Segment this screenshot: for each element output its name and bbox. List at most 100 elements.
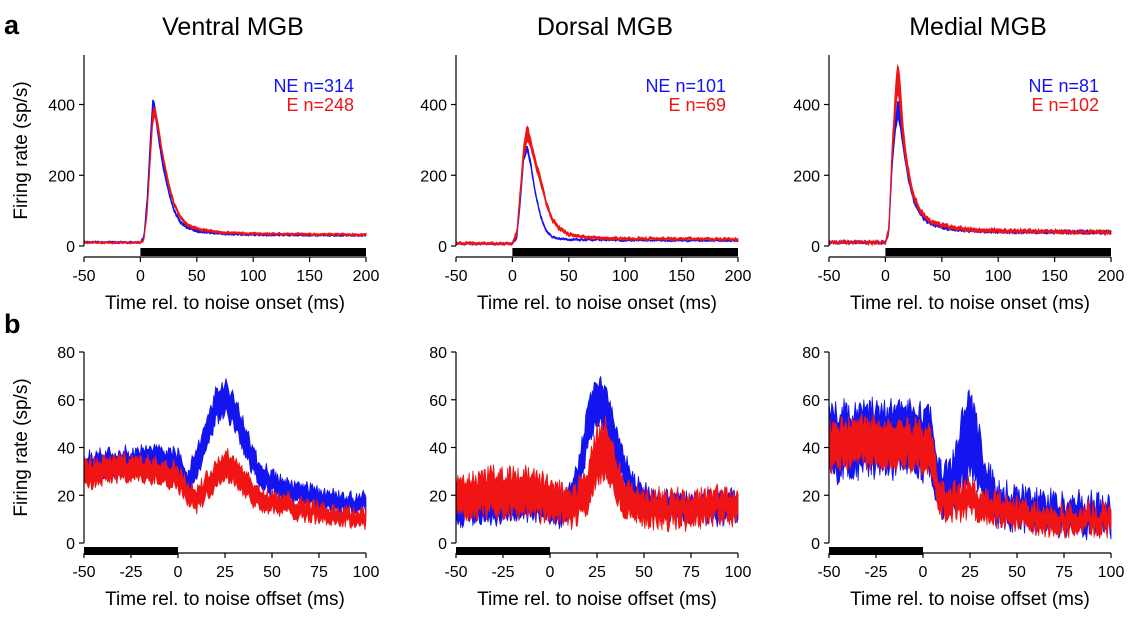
y-tick-label: 400 (420, 98, 447, 115)
panel-label-b: b (4, 309, 21, 339)
x-tick-label: -50 (72, 268, 95, 285)
plot-b-3: 0 20 40 60 80 -50 -25 0 25 50 75 100 Time rel. to no… (802, 345, 1124, 610)
stimulus-bar (885, 248, 1111, 256)
x-tick-label: 50 (635, 564, 653, 581)
y-tick-label: 80 (802, 345, 820, 362)
x-tick-label: 50 (188, 268, 206, 285)
x-tick-label: 50 (933, 268, 951, 285)
x-tick-label: 0 (136, 268, 145, 285)
x-axis-label: Time rel. to noise onset (ms) (105, 293, 345, 314)
x-tick-label: 25 (588, 564, 606, 581)
series-band-E (83, 106, 367, 245)
series-band-E (828, 63, 1112, 247)
series-band-NE (828, 100, 1112, 246)
legend-E: E n=69 (668, 95, 726, 115)
x-axis-label: Time rel. to noise offset (ms) (477, 589, 717, 610)
y-tick-label: 80 (429, 345, 447, 362)
legend-NE: NE n=81 (1028, 76, 1099, 96)
x-axis-label: Time rel. to noise onset (ms) (477, 293, 717, 314)
x-tick-label: 25 (961, 564, 979, 581)
x-tick-label: 100 (612, 268, 639, 285)
legend-NE: NE n=314 (273, 76, 354, 96)
y-tick-label: 60 (429, 393, 447, 410)
x-tick-label: 0 (546, 564, 555, 581)
x-axis-label: Time rel. to noise onset (ms) (850, 293, 1090, 314)
series-band-E (455, 415, 739, 533)
legend-E: E n=248 (286, 95, 354, 115)
y-tick-label: 40 (429, 441, 447, 458)
legend-E: E n=102 (1031, 95, 1099, 115)
y-tick-label: 40 (802, 441, 820, 458)
y-tick-label: 0 (66, 239, 75, 256)
series-band-NE (455, 146, 739, 246)
x-tick-label: 200 (725, 268, 752, 285)
x-tick-label: -50 (817, 564, 840, 581)
x-tick-label: 0 (174, 564, 183, 581)
x-tick-label: 75 (682, 564, 700, 581)
x-tick-label: -50 (444, 564, 467, 581)
x-tick-label: 50 (1008, 564, 1026, 581)
series-band-E (455, 125, 739, 247)
x-tick-label: 100 (353, 564, 380, 581)
y-tick-label: 0 (438, 239, 447, 256)
y-tick-label: 200 (48, 168, 75, 185)
series-band-NE (83, 378, 367, 518)
plot-a-2: Dorsal MGB 0 200 400 -50 0 50 100 150 200 Time rel… (420, 13, 751, 314)
x-axis-label: Time rel. to noise offset (ms) (850, 589, 1090, 610)
y-tick-label: 40 (57, 441, 75, 458)
y-tick-label: 60 (57, 393, 75, 410)
x-tick-label: 150 (668, 268, 695, 285)
x-tick-label: 100 (240, 268, 267, 285)
x-tick-label: 200 (1098, 268, 1125, 285)
x-tick-label: 100 (1098, 564, 1125, 581)
plot-b-1: 0 20 40 60 80 -50 -25 0 25 50 75 100 Time rel. to no… (11, 345, 379, 610)
x-tick-label: 200 (353, 268, 380, 285)
y-tick-label: 400 (793, 98, 820, 115)
x-tick-label: -50 (444, 268, 467, 285)
y-tick-label: 0 (811, 239, 820, 256)
plot-title: Dorsal MGB (537, 13, 673, 41)
x-tick-label: -25 (119, 564, 142, 581)
legend-NE: NE n=101 (645, 76, 726, 96)
x-tick-label: -50 (72, 564, 95, 581)
x-tick-label: 0 (919, 564, 928, 581)
series-band-E (828, 412, 1112, 540)
x-tick-label: 50 (560, 268, 578, 285)
x-tick-label: 150 (296, 268, 323, 285)
series-band-NE (83, 99, 367, 245)
y-axis-label: Firing rate (sp/s) (11, 378, 32, 516)
x-tick-label: -25 (864, 564, 887, 581)
x-tick-label: 25 (216, 564, 234, 581)
plot-a-1: Ventral MGB 0 200 400 -50 0 50 100 150 200 Time re… (11, 13, 379, 314)
y-tick-label: 80 (57, 345, 75, 362)
x-tick-label: 75 (310, 564, 328, 581)
y-axis-label: Firing rate (sp/s) (11, 81, 32, 219)
plot-a-3: Medial MGB 0 200 400 -50 0 50 100 150 200 Time rel… (793, 13, 1124, 314)
x-tick-label: 150 (1041, 268, 1068, 285)
y-tick-label: 200 (793, 168, 820, 185)
y-tick-label: 60 (802, 393, 820, 410)
plot-title: Medial MGB (909, 13, 1047, 41)
y-tick-label: 200 (420, 168, 447, 185)
x-tick-label: 0 (881, 268, 890, 285)
stimulus-bar (829, 547, 923, 555)
x-tick-label: 100 (985, 268, 1012, 285)
x-axis-label: Time rel. to noise offset (ms) (105, 589, 345, 610)
panel-label-a: a (4, 10, 20, 40)
plot-b-2: 0 20 40 60 80 -50 -25 0 25 50 75 100 Time rel. to no… (429, 345, 751, 610)
x-tick-label: 50 (263, 564, 281, 581)
x-tick-label: 100 (725, 564, 752, 581)
y-tick-label: 20 (57, 488, 75, 505)
stimulus-bar (512, 248, 738, 256)
y-tick-label: 20 (429, 488, 447, 505)
stimulus-bar (84, 547, 178, 555)
x-tick-label: -25 (491, 564, 514, 581)
y-tick-label: 0 (811, 536, 820, 553)
stimulus-bar (140, 248, 366, 256)
x-tick-label: 0 (508, 268, 517, 285)
x-tick-label: -50 (817, 268, 840, 285)
stimulus-bar (456, 547, 550, 555)
plot-title: Ventral MGB (162, 13, 304, 41)
